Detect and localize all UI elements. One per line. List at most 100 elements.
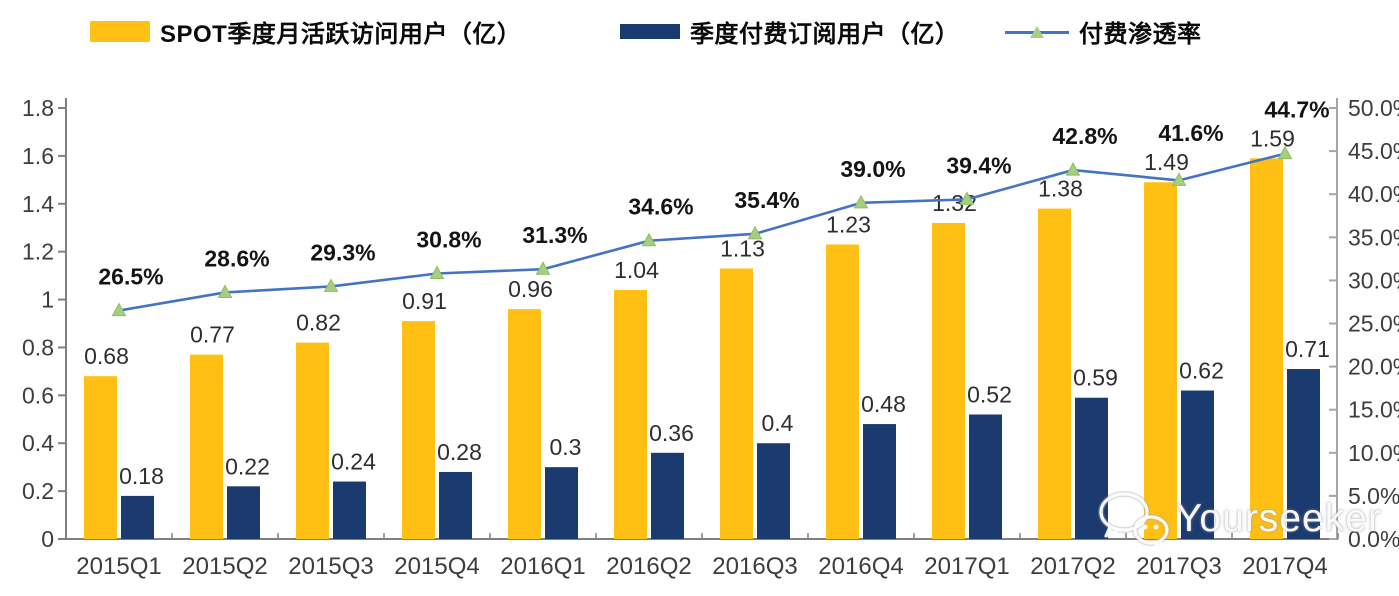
x-axis-category-label: 2017Q2 — [1030, 553, 1115, 580]
bar-label-subs: 0.4 — [762, 410, 794, 436]
bar-mau — [84, 376, 117, 539]
bar-mau — [1250, 158, 1283, 540]
penetration-marker — [853, 194, 869, 209]
y-axis-left-tick-label: 0.8 — [22, 334, 54, 360]
bar-label-subs: 0.28 — [437, 439, 482, 465]
x-axis-category-label: 2015Q2 — [182, 553, 267, 580]
y-axis-left-tick-label: 0.2 — [22, 478, 54, 504]
x-axis-category-label: 2016Q3 — [712, 553, 797, 580]
x-axis-category-label: 2015Q3 — [288, 553, 373, 580]
y-axis-left-tick-label: 0 — [41, 526, 54, 552]
bar-label-subs: 0.62 — [1179, 358, 1224, 384]
bar-label-subs: 0.18 — [119, 463, 164, 489]
penetration-pct-label: 34.6% — [628, 194, 693, 220]
y-axis-right-tick-label: 5.0% — [1348, 483, 1399, 509]
bar-label-subs: 0.59 — [1073, 365, 1118, 391]
penetration-marker — [1065, 162, 1081, 176]
bar-subs — [969, 414, 1002, 539]
penetration-pct-label: 29.3% — [310, 239, 375, 265]
penetration-marker — [1277, 145, 1293, 160]
penetration-marker — [217, 284, 233, 298]
y-axis-right-tick-label: 40.0% — [1348, 181, 1399, 207]
bar-subs — [545, 467, 578, 539]
x-axis-category-label: 2015Q1 — [76, 553, 161, 580]
penetration-marker — [641, 232, 657, 247]
penetration-marker — [1171, 172, 1187, 186]
y-axis-right-tick-label: 20.0% — [1348, 354, 1399, 380]
y-axis-left-tick-label: 1.6 — [22, 143, 54, 169]
bar-mau — [508, 309, 541, 539]
y-axis-right-tick-label: 25.0% — [1348, 311, 1399, 337]
bar-label-mau: 1.13 — [720, 235, 765, 261]
bar-subs — [757, 443, 790, 539]
y-axis-right-tick-label: 35.0% — [1348, 224, 1399, 250]
bar-label-mau: 1.23 — [826, 211, 871, 237]
bar-subs — [1181, 390, 1214, 539]
bar-mau — [190, 354, 223, 539]
legend-swatch-subs-bar — [620, 24, 680, 39]
penetration-pct-label: 31.3% — [522, 222, 587, 248]
penetration-marker — [323, 278, 339, 292]
penetration-pct-label: 28.6% — [204, 245, 269, 271]
legend-item-mau: SPOT季度月活跃访问用户（亿） — [90, 14, 521, 49]
bar-label-mau: 1.49 — [1144, 149, 1189, 175]
bar-label-mau: 1.04 — [614, 257, 659, 283]
bar-label-subs: 0.22 — [225, 453, 270, 479]
bar-label-subs: 0.71 — [1285, 336, 1330, 362]
bar-label-subs: 0.48 — [861, 391, 906, 417]
penetration-marker — [111, 302, 127, 317]
bar-label-subs: 0.3 — [550, 434, 582, 460]
bar-mau — [614, 289, 647, 539]
x-axis-category-label: 2016Q4 — [818, 553, 903, 580]
x-axis-category-label: 2017Q1 — [924, 553, 1009, 580]
bar-mau — [402, 321, 435, 539]
bar-label-mau: 1.38 — [1038, 176, 1083, 202]
legend-label-subs: 季度付费订阅用户（亿） — [690, 21, 960, 48]
penetration-pct-label: 35.4% — [734, 187, 799, 213]
bar-subs — [439, 471, 472, 539]
y-axis-right-tick-label: 45.0% — [1348, 138, 1399, 164]
y-axis-left-tick-label: 1.8 — [22, 95, 54, 121]
penetration-marker — [429, 265, 445, 280]
bar-subs — [1287, 368, 1320, 539]
bar-mau — [1038, 208, 1071, 540]
legend-item-penetration: 付费渗透率 — [1005, 14, 1202, 49]
y-axis-right-tick-label: 30.0% — [1348, 267, 1399, 293]
y-axis-right-tick-label: 10.0% — [1348, 440, 1399, 466]
legend-swatch-mau-bar — [90, 21, 150, 42]
penetration-pct-label: 44.7% — [1264, 96, 1329, 122]
penetration-marker — [959, 191, 975, 205]
x-axis-category-label: 2015Q4 — [394, 553, 479, 580]
legend-triangle-marker-icon — [1030, 25, 1044, 38]
bar-mau — [720, 268, 753, 539]
penetration-pct-label: 42.8% — [1052, 123, 1117, 149]
bar-label-mau: 0.77 — [190, 322, 235, 348]
bar-subs — [121, 495, 154, 539]
y-axis-left-tick-label: 0.4 — [22, 430, 54, 456]
bar-label-mau: 1.59 — [1250, 125, 1295, 151]
x-axis-category-label: 2017Q3 — [1136, 553, 1221, 580]
bar-mau — [826, 244, 859, 539]
bar-mau — [932, 222, 965, 539]
penetration-pct-label: 41.6% — [1158, 120, 1223, 146]
bar-mau — [296, 342, 329, 539]
bar-subs — [651, 452, 684, 539]
legend-label-mau: SPOT季度月活跃访问用户（亿） — [160, 21, 522, 48]
y-axis-left-tick-label: 1.2 — [22, 239, 54, 265]
y-axis-left-tick-label: 1.4 — [22, 191, 54, 217]
penetration-pct-label: 39.4% — [946, 152, 1011, 178]
bar-subs — [863, 424, 896, 539]
penetration-marker — [747, 225, 763, 240]
penetration-pct-label: 26.5% — [98, 264, 163, 290]
bar-label-mau: 0.91 — [402, 288, 447, 314]
x-axis-category-label: 2017Q4 — [1242, 553, 1327, 580]
x-axis-category-label: 2016Q1 — [500, 553, 585, 580]
bar-label-subs: 0.36 — [649, 420, 694, 446]
bar-label-mau: 0.82 — [296, 310, 341, 336]
bar-mau — [1144, 182, 1177, 539]
bar-label-subs: 0.24 — [331, 449, 376, 475]
y-axis-right-tick-label: 0.0% — [1348, 526, 1399, 552]
legend-label-penetration: 付费渗透率 — [1079, 21, 1202, 48]
